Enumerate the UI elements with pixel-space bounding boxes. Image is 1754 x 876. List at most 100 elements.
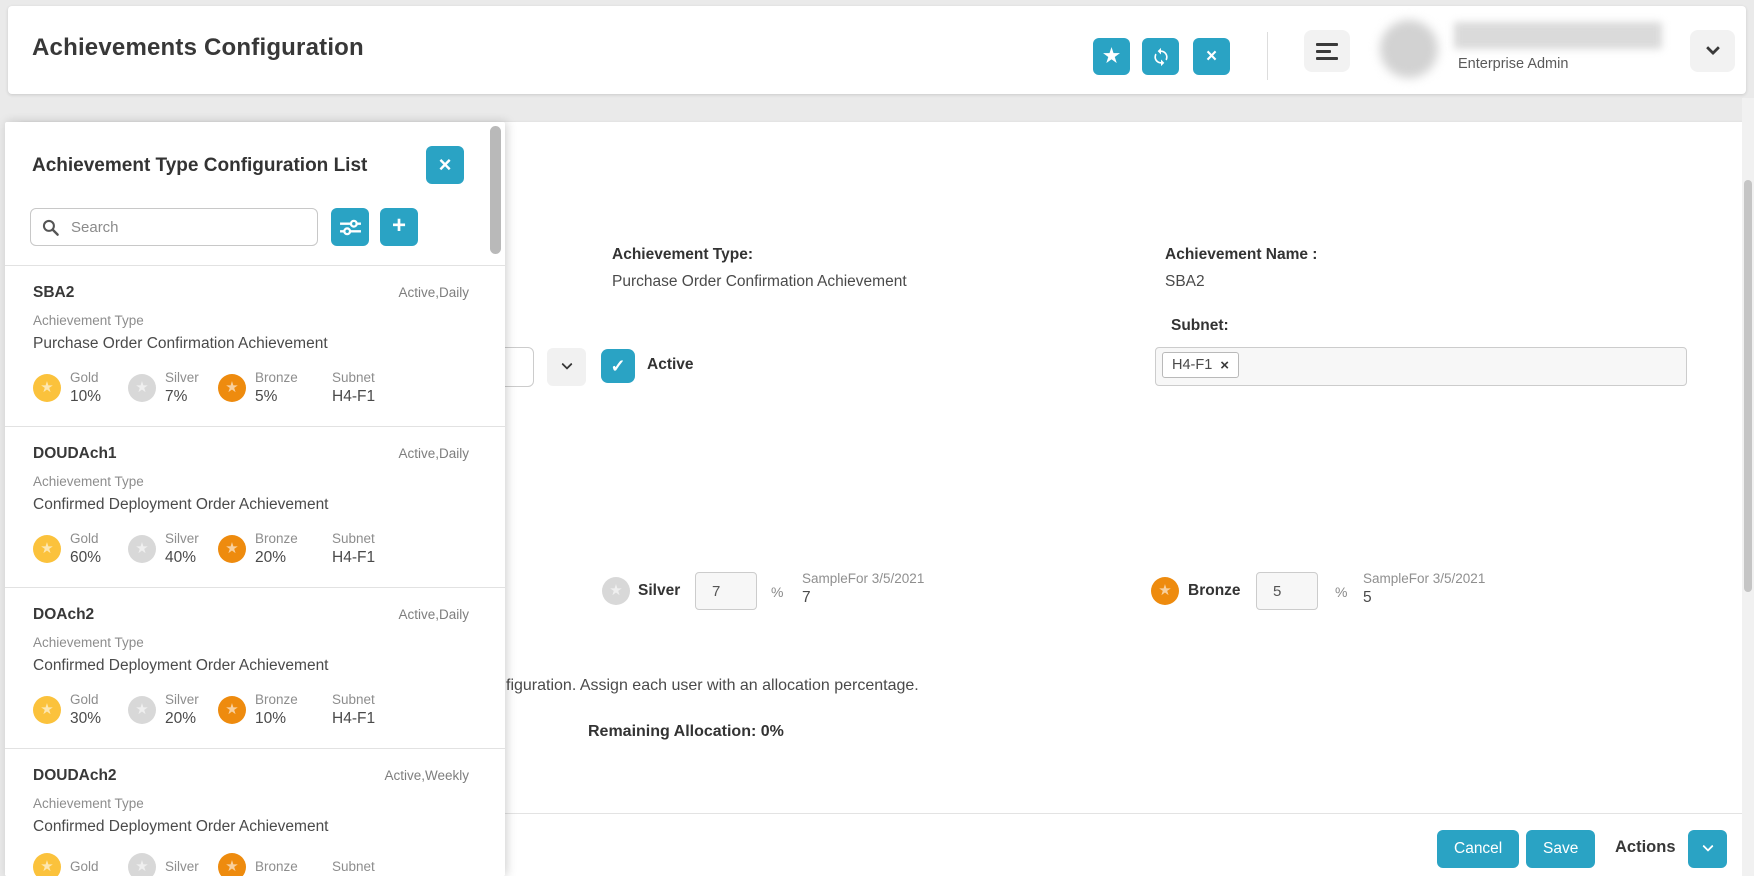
silver-sample-value: 7 bbox=[802, 589, 811, 606]
schedule-dropdown-button[interactable] bbox=[547, 348, 586, 386]
allocation-help-text: figuration. Assign each user with an all… bbox=[506, 677, 919, 694]
remaining-allocation-value: 0% bbox=[760, 723, 784, 740]
item-status-badge: Active,Daily bbox=[398, 285, 469, 300]
search-icon bbox=[41, 218, 60, 242]
actions-dropdown-button[interactable] bbox=[1688, 830, 1727, 868]
achievement-list-item[interactable]: DOUDAch2 Active,Weekly Achievement Type … bbox=[5, 749, 505, 876]
chevron-down-icon bbox=[560, 358, 573, 370]
close-icon: × bbox=[1205, 46, 1218, 67]
achievement-list: SBA2 Active,Daily Achievement Type Purch… bbox=[5, 265, 505, 876]
plus-icon: + bbox=[391, 212, 406, 239]
bronze-percent-unit: % bbox=[1335, 584, 1348, 600]
bronze-label: Bronze bbox=[1188, 582, 1241, 599]
subnet-label: Subnet: bbox=[1171, 317, 1229, 334]
gold-medal-icon: ★ bbox=[33, 535, 61, 563]
item-name: SBA2 bbox=[33, 284, 75, 301]
bronze-percent-input[interactable] bbox=[1256, 572, 1318, 610]
achievement-list-panel: Achievement Type Configuration List × + … bbox=[5, 122, 505, 876]
page-title: Achievements Configuration bbox=[32, 34, 364, 61]
bronze-medal-icon: ★ bbox=[218, 696, 246, 724]
silver-medal-icon: ★ bbox=[128, 374, 156, 402]
item-type-label: Achievement Type bbox=[33, 635, 144, 650]
subnet-label: Subnet bbox=[332, 370, 375, 385]
bronze-label: Bronze bbox=[255, 858, 298, 874]
silver-percent-input[interactable] bbox=[695, 572, 757, 610]
subnet-label: Subnet bbox=[332, 692, 375, 707]
item-status-badge: Active,Weekly bbox=[384, 768, 469, 783]
remove-tag-icon[interactable]: × bbox=[1220, 356, 1230, 374]
silver-label: Silver bbox=[638, 582, 681, 599]
bronze-value: 10% bbox=[255, 710, 287, 727]
subnet-label: Subnet bbox=[332, 858, 375, 874]
subnet-value: H4-F1 bbox=[332, 710, 376, 727]
favorite-button[interactable]: ★ bbox=[1093, 38, 1130, 75]
page-scrollbar[interactable] bbox=[1744, 180, 1752, 592]
silver-medal-icon: ★ bbox=[602, 577, 630, 605]
bronze-sample-label: SampleFor 3/5/2021 bbox=[1363, 571, 1486, 586]
bronze-label: Bronze bbox=[255, 370, 298, 385]
filter-button[interactable] bbox=[331, 208, 369, 246]
active-checkbox[interactable]: ✓ bbox=[601, 349, 635, 383]
silver-value: 20% bbox=[165, 710, 197, 727]
panel-scrollbar[interactable] bbox=[490, 126, 501, 254]
subnet-tag-input[interactable]: H4-F1 × bbox=[1155, 347, 1687, 386]
active-label: Active bbox=[647, 356, 694, 373]
check-icon: ✓ bbox=[610, 356, 626, 376]
gold-medal-icon: ★ bbox=[33, 853, 61, 876]
user-role: Enterprise Admin bbox=[1458, 56, 1569, 72]
actions-button[interactable]: Actions bbox=[1615, 838, 1676, 856]
gold-label: Gold bbox=[70, 370, 99, 385]
silver-value: 40% bbox=[165, 549, 197, 566]
silver-value: 7% bbox=[165, 388, 188, 405]
silver-label: Silver bbox=[165, 531, 199, 546]
footer-divider bbox=[18, 813, 1746, 814]
item-type-value: Confirmed Deployment Order Achievement bbox=[33, 496, 329, 513]
silver-medal-icon: ★ bbox=[128, 696, 156, 724]
avatar[interactable] bbox=[1380, 20, 1438, 78]
silver-percent-unit: % bbox=[771, 584, 784, 600]
gold-value: 10% bbox=[70, 388, 102, 405]
header-divider bbox=[1267, 32, 1268, 80]
sync-icon bbox=[1151, 47, 1171, 67]
bronze-value: 20% bbox=[255, 549, 287, 566]
item-type-label: Achievement Type bbox=[33, 313, 144, 328]
silver-medal-icon: ★ bbox=[128, 853, 156, 876]
panel-close-button[interactable]: × bbox=[426, 146, 464, 184]
add-achievement-button[interactable]: + bbox=[380, 208, 418, 246]
user-menu-button[interactable] bbox=[1690, 30, 1735, 72]
subnet-label: Subnet bbox=[332, 531, 375, 546]
item-status-badge: Active,Daily bbox=[398, 446, 469, 461]
menu-icon bbox=[1316, 42, 1338, 46]
achievement-name-value: SBA2 bbox=[1165, 273, 1205, 290]
close-icon: × bbox=[438, 152, 452, 177]
refresh-button[interactable] bbox=[1142, 38, 1179, 75]
remaining-allocation: Remaining Allocation: 0% bbox=[588, 723, 784, 741]
silver-label: Silver bbox=[165, 858, 199, 874]
menu-button[interactable] bbox=[1304, 30, 1350, 72]
cancel-button[interactable]: Cancel bbox=[1437, 830, 1520, 868]
chevron-down-icon bbox=[1701, 840, 1714, 852]
header-bar: Achievements Configuration ★ × Enterpris… bbox=[8, 6, 1746, 94]
achievement-type-label: Achievement Type: bbox=[612, 246, 753, 263]
item-status-badge: Active,Daily bbox=[398, 607, 469, 622]
user-name-redacted bbox=[1454, 22, 1662, 49]
subnet-value: H4-F1 bbox=[332, 549, 376, 566]
achievement-list-item[interactable]: DOUDAch1 Active,Daily Achievement Type C… bbox=[5, 427, 505, 588]
achievement-list-item[interactable]: DOAch2 Active,Daily Achievement Type Con… bbox=[5, 588, 505, 749]
achievement-name-label: Achievement Name : bbox=[1165, 246, 1318, 263]
close-page-button[interactable]: × bbox=[1193, 38, 1230, 75]
star-icon: ★ bbox=[1102, 46, 1121, 67]
item-name: DOAch2 bbox=[33, 606, 95, 623]
item-type-label: Achievement Type bbox=[33, 474, 144, 489]
item-type-value: Purchase Order Confirmation Achievement bbox=[33, 335, 328, 352]
subnet-value: H4-F1 bbox=[332, 388, 376, 405]
achievement-list-item[interactable]: SBA2 Active,Daily Achievement Type Purch… bbox=[5, 266, 505, 427]
bronze-label: Bronze bbox=[255, 531, 298, 546]
silver-medal-icon: ★ bbox=[128, 535, 156, 563]
panel-title: Achievement Type Configuration List bbox=[32, 155, 368, 176]
save-button[interactable]: Save bbox=[1526, 830, 1596, 868]
item-type-value: Confirmed Deployment Order Achievement bbox=[33, 657, 329, 674]
bronze-medal-icon: ★ bbox=[218, 535, 246, 563]
search-input[interactable] bbox=[30, 208, 318, 246]
silver-sample-label: SampleFor 3/5/2021 bbox=[802, 571, 925, 586]
